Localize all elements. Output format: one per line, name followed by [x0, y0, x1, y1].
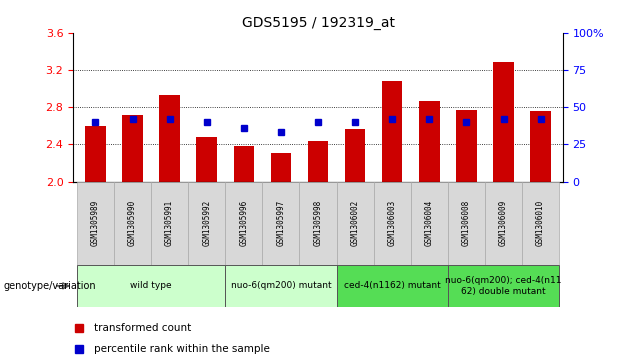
Bar — [308, 140, 328, 182]
Bar — [197, 137, 217, 182]
Bar — [448, 182, 485, 265]
Bar — [419, 101, 439, 182]
Bar — [345, 130, 365, 182]
Bar — [485, 182, 522, 265]
Bar — [263, 182, 300, 265]
Text: genotype/variation: genotype/variation — [3, 281, 96, 291]
Text: nuo-6(qm200) mutant: nuo-6(qm200) mutant — [231, 281, 331, 290]
Bar — [336, 182, 374, 265]
Bar — [271, 153, 291, 182]
Text: GSM1305991: GSM1305991 — [165, 200, 174, 246]
Bar — [522, 182, 559, 265]
Bar — [382, 81, 403, 182]
Bar — [122, 115, 142, 182]
Text: GSM1305989: GSM1305989 — [91, 200, 100, 246]
Bar — [300, 182, 336, 265]
Text: GSM1306008: GSM1306008 — [462, 200, 471, 246]
Bar — [456, 110, 476, 182]
Bar — [151, 182, 188, 265]
Text: GSM1306009: GSM1306009 — [499, 200, 508, 246]
Text: transformed count: transformed count — [94, 323, 191, 333]
Bar — [374, 182, 411, 265]
Title: GDS5195 / 192319_at: GDS5195 / 192319_at — [242, 16, 394, 30]
Bar — [114, 182, 151, 265]
Bar — [85, 126, 106, 182]
Bar — [494, 62, 514, 182]
Text: GSM1305998: GSM1305998 — [314, 200, 322, 246]
Text: GSM1306010: GSM1306010 — [536, 200, 545, 246]
Text: ced-4(n1162) mutant: ced-4(n1162) mutant — [344, 281, 441, 290]
Bar — [411, 182, 448, 265]
Bar — [530, 111, 551, 182]
Bar — [225, 182, 263, 265]
Text: GSM1305992: GSM1305992 — [202, 200, 211, 246]
Text: nuo-6(qm200); ced-4(n11
62) double mutant: nuo-6(qm200); ced-4(n11 62) double mutan… — [445, 276, 562, 295]
Text: GSM1306003: GSM1306003 — [388, 200, 397, 246]
Text: GSM1305990: GSM1305990 — [128, 200, 137, 246]
Bar — [336, 265, 448, 307]
Text: GSM1305996: GSM1305996 — [239, 200, 248, 246]
Bar — [77, 265, 225, 307]
Text: wild type: wild type — [130, 281, 172, 290]
Text: GSM1305997: GSM1305997 — [277, 200, 286, 246]
Text: GSM1306004: GSM1306004 — [425, 200, 434, 246]
Bar — [448, 265, 559, 307]
Bar — [233, 146, 254, 182]
Text: GSM1306002: GSM1306002 — [350, 200, 359, 246]
Text: percentile rank within the sample: percentile rank within the sample — [94, 344, 270, 354]
Bar — [225, 265, 336, 307]
Bar — [160, 95, 180, 182]
Bar — [188, 182, 225, 265]
Bar — [77, 182, 114, 265]
